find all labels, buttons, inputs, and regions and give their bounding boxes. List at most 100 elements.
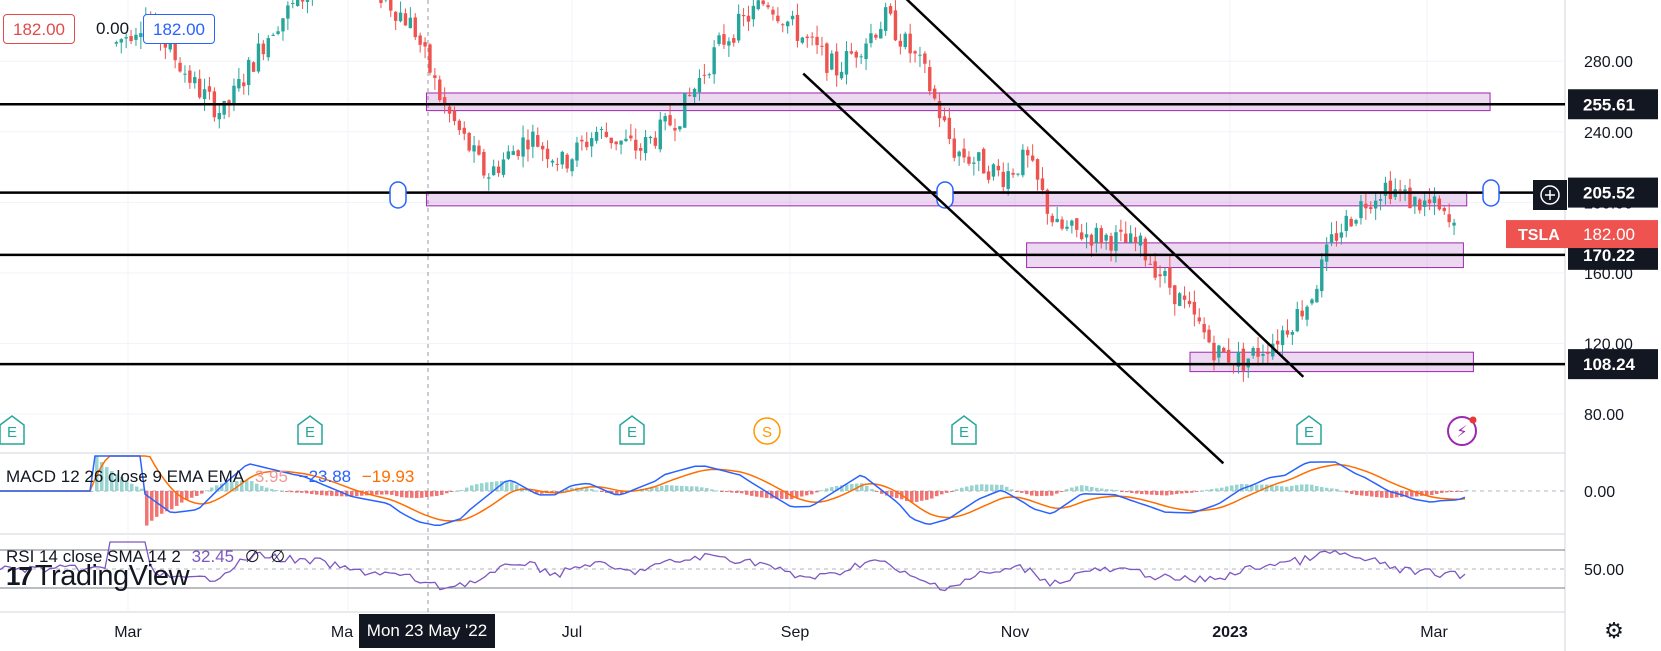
candle-body bbox=[1138, 235, 1143, 246]
candle-body bbox=[668, 115, 672, 126]
macd-histogram-bar bbox=[940, 491, 944, 495]
macd-title: MACD 12 26 close 9 EMA EMA bbox=[6, 467, 245, 486]
candle-body bbox=[491, 166, 496, 176]
candle-body bbox=[1359, 201, 1363, 219]
macd-histogram-bar bbox=[645, 488, 649, 491]
time-axis: Mar Ma Jul Sep Nov 2023 Mar bbox=[114, 624, 1448, 641]
candle-body bbox=[472, 145, 476, 152]
candle-body bbox=[614, 141, 618, 145]
macd-histogram-bar bbox=[460, 489, 464, 491]
candle-body bbox=[903, 33, 907, 48]
macd-histogram-bar bbox=[1390, 491, 1394, 498]
macd-histogram-bar bbox=[510, 482, 514, 491]
drawing-handle[interactable] bbox=[1482, 179, 1500, 207]
macd-histogram-bar bbox=[1335, 488, 1339, 491]
candle-body bbox=[820, 45, 824, 47]
macd-histogram-bar bbox=[755, 491, 759, 497]
candle-body bbox=[1398, 189, 1402, 191]
macd-axis-label: 0.00 bbox=[1584, 484, 1615, 501]
macd-histogram-bar bbox=[1310, 484, 1314, 491]
macd-histogram-bar bbox=[665, 484, 669, 491]
candle-body bbox=[981, 148, 986, 174]
candle-body bbox=[1305, 306, 1309, 320]
event-marker-shape[interactable] bbox=[1296, 415, 1322, 445]
macd-histogram-bar bbox=[435, 491, 439, 496]
event-marker-shape[interactable] bbox=[753, 417, 781, 445]
candle-body bbox=[1310, 299, 1314, 304]
plus-icon bbox=[1545, 190, 1555, 200]
event-marker-shape[interactable] bbox=[619, 415, 645, 445]
macd-histogram-bar bbox=[805, 491, 809, 496]
candle-body bbox=[1197, 317, 1201, 322]
candle-body bbox=[898, 40, 903, 47]
macd-histogram-bar bbox=[480, 483, 484, 491]
macd-histogram-bar bbox=[400, 491, 404, 498]
macd-histogram-bar bbox=[465, 487, 469, 491]
macd-histogram-bar bbox=[1170, 491, 1174, 495]
candle-body bbox=[1177, 293, 1182, 306]
macd-legend[interactable]: MACD 12 26 close 9 EMA EMA 3.95 −23.88 −… bbox=[6, 467, 420, 487]
candle-body bbox=[1050, 215, 1054, 223]
candle-body bbox=[1226, 349, 1231, 363]
macd-histogram-bar bbox=[1240, 483, 1244, 491]
macd-histogram-bar bbox=[330, 491, 334, 496]
macd-histogram-bar bbox=[1110, 489, 1114, 491]
macd-histogram-bar bbox=[1320, 486, 1324, 491]
drawing-handle[interactable] bbox=[389, 181, 407, 209]
candle-body bbox=[599, 129, 604, 131]
macd-histogram-bar bbox=[980, 484, 984, 491]
candle-body bbox=[805, 36, 809, 39]
rsi-title: RSI 14 close SMA 14 2 bbox=[6, 547, 181, 566]
buy-price-button[interactable]: 182.00 bbox=[143, 14, 215, 44]
macd-histogram-bar bbox=[325, 491, 329, 496]
macd-histogram-bar bbox=[875, 491, 879, 492]
candle-body bbox=[908, 33, 912, 54]
macd-histogram-bar bbox=[1045, 491, 1049, 496]
macd-histogram-bar bbox=[840, 485, 844, 491]
macd-histogram-bar bbox=[1075, 486, 1079, 491]
macd-histogram-bar bbox=[975, 484, 979, 491]
candle-body bbox=[570, 159, 574, 172]
candle-body bbox=[119, 39, 123, 43]
macd-histogram-bar bbox=[380, 491, 384, 495]
gear-icon[interactable]: ⚙ bbox=[1604, 618, 1624, 643]
rsi-legend[interactable]: RSI 14 close SMA 14 2 32.45 ∅ ∅ bbox=[6, 547, 291, 567]
candle-body bbox=[1275, 340, 1280, 345]
rsi-axis-label: 50.00 bbox=[1584, 562, 1624, 579]
event-marker-shape[interactable] bbox=[0, 415, 25, 445]
macd-histogram-bar bbox=[160, 491, 164, 514]
candle-body bbox=[883, 7, 888, 31]
candle-body bbox=[1320, 259, 1324, 292]
candle-body bbox=[1124, 233, 1128, 243]
candle-body bbox=[785, 21, 790, 27]
event-marker-shape[interactable] bbox=[951, 415, 977, 445]
macd-histogram-bar bbox=[1155, 491, 1159, 496]
candle-body bbox=[1128, 233, 1133, 243]
channel-line bbox=[905, 0, 1305, 378]
macd-histogram-bar bbox=[960, 487, 964, 491]
lightning-icon[interactable] bbox=[1447, 416, 1477, 446]
macd-histogram-bar bbox=[1250, 484, 1254, 491]
candle-body bbox=[673, 127, 677, 131]
macd-histogram-bar bbox=[605, 491, 609, 493]
macd-histogram-bar bbox=[415, 491, 419, 499]
candle-body bbox=[207, 86, 212, 92]
macd-histogram-bar bbox=[240, 480, 244, 491]
plus-circle-icon[interactable] bbox=[1540, 185, 1560, 205]
candle-body bbox=[560, 151, 564, 165]
candle-body bbox=[864, 43, 868, 59]
candle-body bbox=[261, 43, 266, 55]
macd-histogram-bar bbox=[1050, 491, 1054, 496]
macd-histogram-bar bbox=[700, 487, 704, 491]
macd-histogram-bar bbox=[905, 491, 909, 501]
candle-body bbox=[545, 148, 550, 160]
level-price-label: 255.61 bbox=[1583, 95, 1635, 114]
candle-body bbox=[1153, 261, 1157, 278]
macd-histogram-bar bbox=[130, 483, 134, 491]
candle-body bbox=[1202, 323, 1206, 333]
macd-histogram-bar bbox=[810, 491, 814, 495]
event-marker-shape[interactable] bbox=[297, 415, 323, 445]
sell-price-button[interactable]: 182.00 bbox=[3, 14, 75, 44]
macd-histogram-bar bbox=[1455, 491, 1459, 492]
